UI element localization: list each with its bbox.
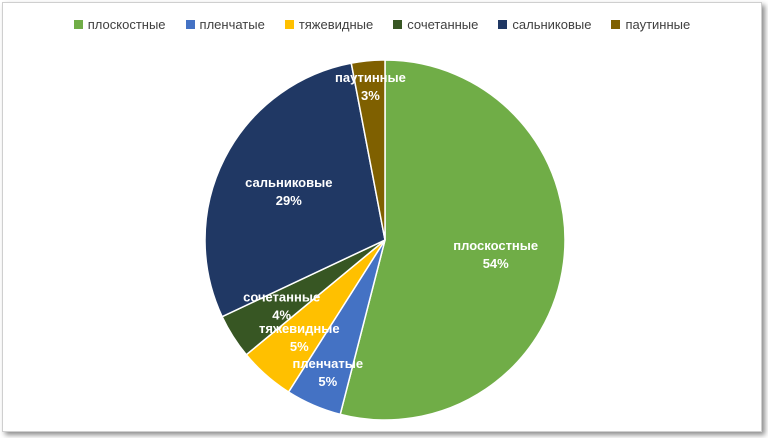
slice-value-label: 5% (290, 339, 309, 354)
slice-value-label: 29% (276, 193, 302, 208)
pie-slice (339, 59, 566, 421)
legend-label: плоскостные (87, 17, 166, 32)
slice-value-label: 54% (483, 256, 509, 271)
legend-swatch (185, 20, 195, 29)
legend-swatch (284, 20, 294, 29)
legend-swatch (73, 20, 83, 29)
slice-category-label: сочетанные (243, 290, 320, 305)
pie-chart: плоскостные 54% пленчатые 5% тяжевидные 5% соч… (204, 59, 566, 421)
legend-label: сочетанные (407, 17, 479, 32)
legend-swatch (611, 20, 621, 29)
chart-legend: плоскостные пленчатые тяжевидные сочетанные… (3, 17, 761, 32)
pie-slice (350, 59, 386, 241)
legend-swatch (498, 20, 508, 29)
legend-item: паутинные (611, 17, 690, 32)
legend-label: тяжевидные (298, 17, 374, 32)
slice-category-label: плоскостные (453, 238, 538, 253)
slice-value-label: 5% (318, 374, 337, 389)
legend-label: пленчатые (199, 17, 265, 32)
legend-item: пленчатые (185, 17, 265, 32)
slice-value-label: 4% (272, 308, 291, 323)
chart-frame: плоскостные пленчатые тяжевидные сочетанные… (2, 2, 762, 432)
slice-category-label: тяжевидные (259, 321, 340, 336)
legend-item: сальниковые (498, 17, 591, 32)
slice-category-label: сальниковые (245, 175, 332, 190)
legend-item: плоскостные (73, 17, 166, 32)
legend-label: сальниковые (512, 17, 592, 32)
slice-value-label: 3% (361, 88, 380, 103)
legend-swatch (393, 20, 403, 29)
slice-category-label: паутинные (335, 70, 406, 85)
pie-slice (204, 62, 386, 318)
legend-item: сочетанные (393, 17, 478, 32)
legend-label: паутинные (625, 17, 691, 32)
slice-category-label: пленчатые (293, 356, 364, 371)
legend-item: тяжевидные (284, 17, 374, 32)
